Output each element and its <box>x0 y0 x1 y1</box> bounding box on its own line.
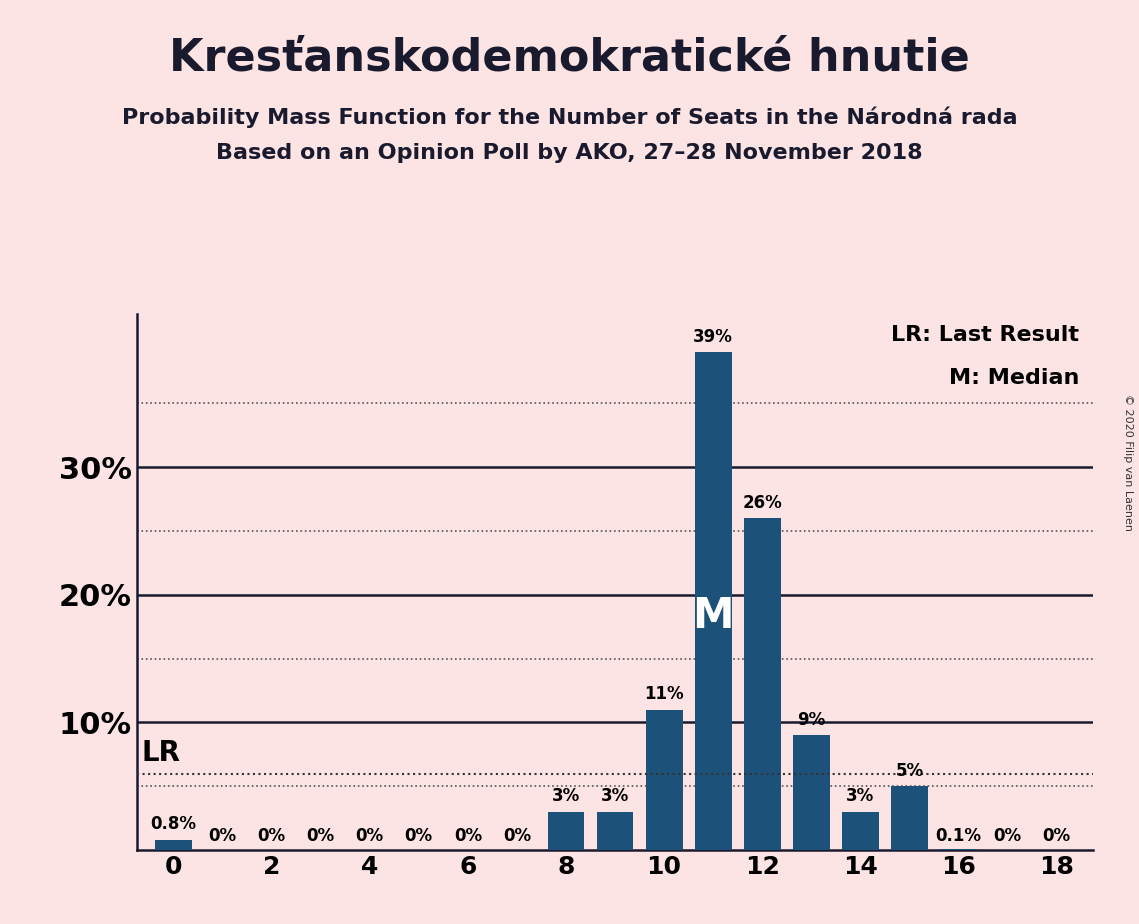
Text: M: M <box>693 595 734 638</box>
Text: 0%: 0% <box>355 827 384 845</box>
Bar <box>744 518 780 850</box>
Bar <box>695 352 731 850</box>
Text: 5%: 5% <box>895 762 924 780</box>
Text: 0%: 0% <box>257 827 286 845</box>
Text: © 2020 Filip van Laenen: © 2020 Filip van Laenen <box>1123 394 1133 530</box>
Text: 11%: 11% <box>645 686 683 703</box>
Bar <box>646 710 682 850</box>
Text: 3%: 3% <box>846 787 875 806</box>
Text: 0.1%: 0.1% <box>935 827 982 845</box>
Text: 0%: 0% <box>502 827 531 845</box>
Text: 0%: 0% <box>306 827 335 845</box>
Text: Based on an Opinion Poll by AKO, 27–28 November 2018: Based on an Opinion Poll by AKO, 27–28 N… <box>216 143 923 164</box>
Bar <box>891 786 928 850</box>
Text: 26%: 26% <box>743 494 782 512</box>
Bar <box>842 812 879 850</box>
Text: M: Median: M: Median <box>949 368 1079 388</box>
Text: 0%: 0% <box>993 827 1022 845</box>
Text: 0.8%: 0.8% <box>150 816 197 833</box>
Bar <box>940 849 977 850</box>
Bar <box>548 812 584 850</box>
Text: 0%: 0% <box>453 827 482 845</box>
Text: 0%: 0% <box>208 827 237 845</box>
Text: Probability Mass Function for the Number of Seats in the Národná rada: Probability Mass Function for the Number… <box>122 106 1017 128</box>
Text: LR: Last Result: LR: Last Result <box>891 325 1079 345</box>
Text: 3%: 3% <box>552 787 580 806</box>
Bar <box>155 840 191 850</box>
Bar <box>597 812 633 850</box>
Text: LR: LR <box>141 739 180 767</box>
Text: Kresťanskodemokratické hnutie: Kresťanskodemokratické hnutie <box>169 37 970 80</box>
Text: 3%: 3% <box>601 787 629 806</box>
Text: 39%: 39% <box>694 328 734 346</box>
Bar <box>793 736 829 850</box>
Text: 0%: 0% <box>1042 827 1071 845</box>
Text: 0%: 0% <box>404 827 433 845</box>
Text: 9%: 9% <box>797 711 826 729</box>
